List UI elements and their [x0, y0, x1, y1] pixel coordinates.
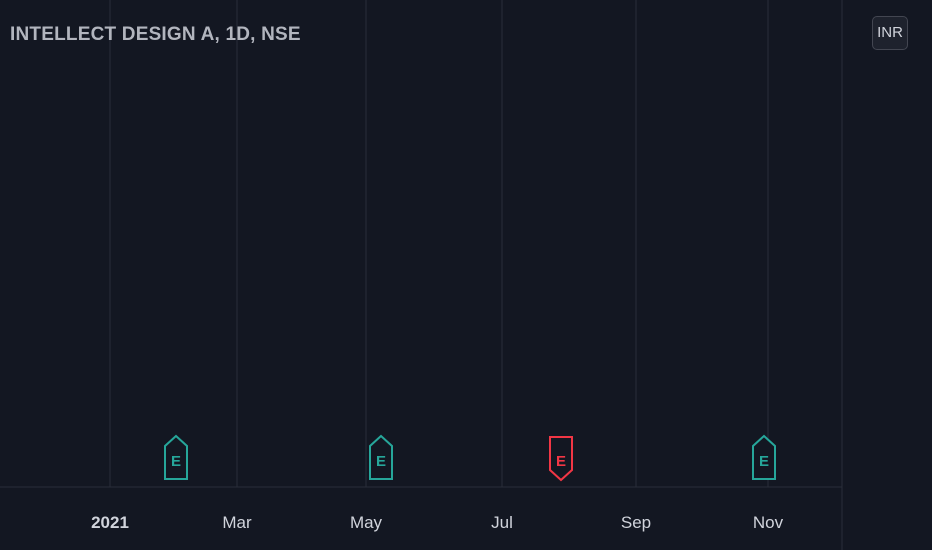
chart-title: INTELLECT DESIGN A, 1D, NSE	[10, 24, 301, 45]
time-tick-label: Sep	[621, 513, 651, 532]
earnings-marker[interactable]	[369, 434, 393, 480]
earnings-marker-label: E	[759, 453, 769, 470]
earnings-marker[interactable]	[549, 436, 573, 482]
currency-button[interactable]: INR	[872, 16, 908, 50]
time-tick-label: 2021	[91, 513, 129, 532]
earnings-marker-label: E	[376, 453, 386, 470]
earnings-marker-label: E	[171, 453, 181, 470]
earnings-marker-label: E	[556, 453, 566, 470]
time-tick-label: May	[350, 513, 383, 532]
earnings-marker[interactable]	[752, 434, 776, 480]
time-tick-label: Nov	[753, 513, 784, 532]
time-tick-label: Mar	[222, 513, 252, 532]
earnings-marker[interactable]	[164, 434, 188, 480]
time-tick-label: Jul	[491, 513, 513, 532]
